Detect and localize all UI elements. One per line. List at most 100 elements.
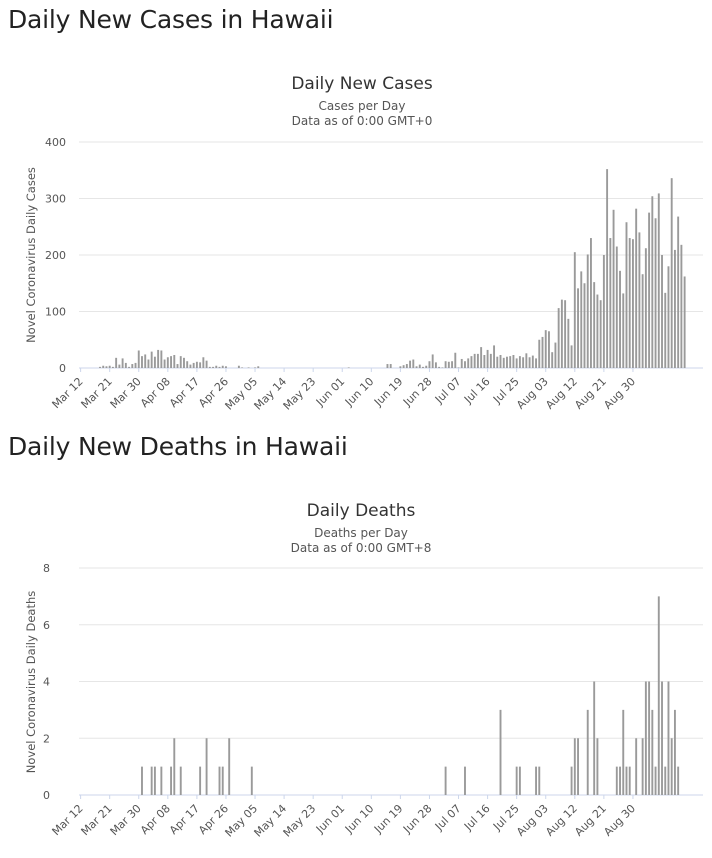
bar[interactable] bbox=[654, 218, 657, 368]
bar[interactable] bbox=[596, 294, 599, 368]
bar[interactable] bbox=[473, 353, 476, 368]
bar[interactable] bbox=[518, 356, 521, 368]
bar[interactable] bbox=[612, 209, 615, 368]
bar[interactable] bbox=[628, 766, 631, 795]
bar[interactable] bbox=[402, 365, 405, 368]
bar[interactable] bbox=[493, 345, 496, 368]
bar[interactable] bbox=[451, 361, 454, 368]
bar[interactable] bbox=[418, 364, 421, 368]
bar[interactable] bbox=[577, 738, 579, 795]
daily-deaths-chart[interactable]: Daily Deaths Deaths per Day Data as of 0… bbox=[0, 490, 712, 858]
bar[interactable] bbox=[434, 362, 437, 368]
bar[interactable] bbox=[405, 364, 408, 368]
bar[interactable] bbox=[489, 353, 492, 368]
bar[interactable] bbox=[677, 766, 680, 795]
bar[interactable] bbox=[399, 366, 402, 368]
bar[interactable] bbox=[680, 244, 683, 368]
bar[interactable] bbox=[664, 766, 667, 795]
bar[interactable] bbox=[648, 681, 651, 796]
bar[interactable] bbox=[609, 238, 612, 368]
bar[interactable] bbox=[502, 357, 505, 368]
bar[interactable] bbox=[183, 357, 185, 368]
bar[interactable] bbox=[670, 178, 673, 368]
bar[interactable] bbox=[664, 292, 667, 368]
bar[interactable] bbox=[225, 366, 227, 368]
bar[interactable] bbox=[464, 766, 466, 795]
bar[interactable] bbox=[105, 366, 108, 368]
bar[interactable] bbox=[673, 249, 676, 368]
bar[interactable] bbox=[641, 738, 644, 795]
bar[interactable] bbox=[157, 349, 160, 368]
bar[interactable] bbox=[205, 738, 208, 795]
bar[interactable] bbox=[409, 360, 412, 368]
bar[interactable] bbox=[554, 342, 557, 368]
bar[interactable] bbox=[631, 239, 634, 368]
bar[interactable] bbox=[570, 345, 573, 368]
bar[interactable] bbox=[586, 709, 589, 795]
bar[interactable] bbox=[186, 361, 189, 368]
bar[interactable] bbox=[141, 766, 143, 795]
bar[interactable] bbox=[141, 356, 143, 368]
bar[interactable] bbox=[622, 293, 625, 368]
bar[interactable] bbox=[515, 358, 518, 368]
bar[interactable] bbox=[99, 366, 101, 368]
bar[interactable] bbox=[544, 330, 547, 368]
bar[interactable] bbox=[137, 350, 140, 368]
bar[interactable] bbox=[205, 360, 208, 368]
bar[interactable] bbox=[538, 766, 541, 795]
bar[interactable] bbox=[218, 766, 221, 795]
bar[interactable] bbox=[535, 766, 537, 795]
bar[interactable] bbox=[431, 354, 434, 368]
bar[interactable] bbox=[115, 357, 118, 368]
bar[interactable] bbox=[347, 367, 350, 368]
bar[interactable] bbox=[644, 248, 647, 368]
bar[interactable] bbox=[619, 766, 621, 795]
bar[interactable] bbox=[170, 356, 173, 368]
bar[interactable] bbox=[444, 766, 447, 795]
bar[interactable] bbox=[573, 252, 576, 368]
bar[interactable] bbox=[176, 364, 179, 368]
bar[interactable] bbox=[654, 766, 657, 795]
bar[interactable] bbox=[425, 365, 428, 368]
daily-new-cases-chart[interactable]: Daily New Cases Cases per Day Data as of… bbox=[0, 60, 712, 432]
bar[interactable] bbox=[683, 276, 686, 368]
bar[interactable] bbox=[415, 366, 418, 368]
bar[interactable] bbox=[512, 355, 515, 368]
bar[interactable] bbox=[667, 266, 670, 368]
bar[interactable] bbox=[638, 232, 641, 368]
bar[interactable] bbox=[153, 356, 156, 368]
bar[interactable] bbox=[199, 362, 202, 368]
bar[interactable] bbox=[228, 738, 231, 795]
bar[interactable] bbox=[447, 361, 450, 368]
bar[interactable] bbox=[215, 365, 218, 368]
bar[interactable] bbox=[506, 356, 508, 368]
bar[interactable] bbox=[661, 255, 663, 368]
bar[interactable] bbox=[570, 766, 573, 795]
bar[interactable] bbox=[195, 361, 198, 368]
bar[interactable] bbox=[412, 359, 415, 368]
bar[interactable] bbox=[625, 766, 628, 795]
bar[interactable] bbox=[457, 367, 460, 368]
bar[interactable] bbox=[218, 366, 221, 368]
bar[interactable] bbox=[667, 681, 670, 796]
bar[interactable] bbox=[467, 358, 470, 368]
bar[interactable] bbox=[661, 681, 663, 796]
bar[interactable] bbox=[538, 339, 541, 368]
bar[interactable] bbox=[121, 358, 124, 368]
bar[interactable] bbox=[496, 356, 499, 368]
bar[interactable] bbox=[673, 709, 676, 795]
bar[interactable] bbox=[173, 355, 176, 368]
bar[interactable] bbox=[577, 288, 579, 368]
bar[interactable] bbox=[179, 356, 182, 368]
bar[interactable] bbox=[560, 299, 563, 368]
bar[interactable] bbox=[170, 766, 173, 795]
bar[interactable] bbox=[499, 709, 502, 795]
bar[interactable] bbox=[199, 766, 202, 795]
bar[interactable] bbox=[389, 364, 392, 368]
bar[interactable] bbox=[583, 283, 586, 368]
bar[interactable] bbox=[628, 238, 631, 368]
bar[interactable] bbox=[237, 365, 240, 368]
bar[interactable] bbox=[670, 738, 673, 795]
bar[interactable] bbox=[102, 365, 105, 368]
bar[interactable] bbox=[147, 359, 150, 368]
